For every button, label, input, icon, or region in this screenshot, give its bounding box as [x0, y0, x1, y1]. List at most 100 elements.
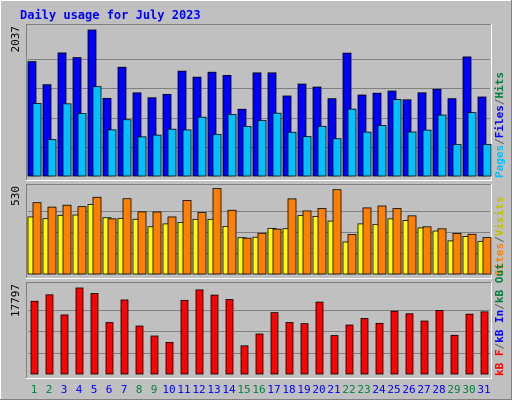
day-label-6: 6	[106, 383, 113, 396]
legend-part: /	[493, 236, 506, 243]
bar-sites-29	[452, 233, 462, 275]
bar-files-4	[77, 113, 87, 177]
legend-part: Sites	[493, 243, 506, 276]
bar-files-1	[32, 103, 42, 177]
legend-part: Pages	[493, 145, 506, 178]
bar-sites-7	[122, 198, 132, 275]
bar-kbytes-23	[360, 318, 369, 375]
bar-files-24	[377, 125, 387, 177]
bar-sites-10	[167, 216, 177, 275]
bar-sites-6	[107, 218, 117, 275]
scale-label-hits: 2037	[9, 26, 22, 53]
legend-part: /	[493, 138, 506, 145]
day-label-20: 20	[312, 383, 325, 396]
bar-sites-17	[272, 228, 282, 275]
bar-files-12	[197, 116, 207, 177]
day-label-2: 2	[46, 383, 53, 396]
bar-kbytes-14	[225, 299, 234, 375]
bar-sites-3	[62, 204, 72, 275]
x-axis-day-labels: 1 2 3 4 5 6 7 8 9 10 11 12 13 14 15 16 17 18 19 20 21 22 23 24 2…	[31, 383, 491, 396]
bar-files-22	[347, 108, 357, 177]
bar-sites-28	[437, 228, 447, 275]
bar-files-14	[227, 114, 237, 177]
day-label-16: 16	[252, 383, 265, 396]
bar-files-21	[332, 138, 342, 177]
bar-kbytes-29	[450, 334, 459, 375]
scale-label-visits: 530	[9, 186, 22, 206]
bar-kbytes-19	[300, 323, 309, 375]
bar-kbytes-26	[405, 313, 414, 375]
bar-kbytes-4	[75, 287, 84, 375]
bar-kbytes-5	[90, 293, 99, 375]
bar-files-7	[122, 119, 132, 177]
day-label-9: 9	[151, 383, 158, 396]
day-label-14: 14	[222, 383, 236, 396]
bar-hits-11	[177, 70, 187, 177]
bar-kbytes-11	[180, 299, 189, 375]
bar-kbytes-22	[345, 324, 354, 375]
legend-part: /	[493, 303, 506, 310]
bar-hits-31	[477, 96, 487, 177]
chart-panels: 2037 Pages/Files/Hits 530 Sites/Visits17797…	[9, 24, 506, 379]
bar-kbytes-20	[315, 301, 324, 375]
bar-kbytes-7	[120, 299, 129, 375]
day-label-22: 22	[342, 383, 355, 396]
bar-sites-26	[407, 215, 417, 275]
day-label-15: 15	[237, 383, 250, 396]
bar-sites-5	[92, 196, 102, 275]
bar-sites-9	[152, 211, 162, 275]
day-label-19: 19	[297, 383, 310, 396]
bar-files-26	[407, 131, 417, 177]
legend-visits: Sites/Visits	[493, 197, 506, 277]
day-label-3: 3	[61, 383, 68, 396]
day-label-4: 4	[76, 383, 83, 396]
bar-sites-24	[377, 205, 387, 275]
day-label-27: 27	[417, 383, 430, 396]
bar-files-16	[257, 120, 267, 177]
bar-files-9	[152, 134, 162, 177]
day-label-5: 5	[91, 383, 98, 396]
day-label-18: 18	[282, 383, 295, 396]
bar-kbytes-12	[195, 289, 204, 375]
bar-sites-22	[347, 234, 357, 275]
day-label-23: 23	[357, 383, 370, 396]
bar-sites-14	[227, 209, 237, 275]
bar-sites-27	[422, 226, 432, 275]
bar-files-8	[137, 136, 147, 177]
bar-files-6	[107, 129, 117, 177]
legend-hits: Pages/Files/Hits	[493, 72, 506, 178]
bar-files-31	[482, 144, 492, 177]
bar-sites-21	[332, 189, 342, 275]
bar-kbytes-28	[435, 310, 444, 375]
bar-kbytes-18	[285, 322, 294, 375]
bar-hits-19	[297, 83, 307, 177]
bar-files-25	[392, 99, 402, 177]
bar-kbytes-6	[105, 322, 114, 375]
bar-sites-4	[77, 206, 87, 275]
bar-sites-18	[287, 198, 297, 275]
bars-kbytes	[30, 287, 489, 375]
bar-hits-2	[42, 84, 52, 177]
day-label-8: 8	[136, 383, 143, 396]
day-label-11: 11	[177, 383, 190, 396]
bar-kbytes-16	[255, 333, 264, 375]
bars-visits	[27, 188, 492, 275]
bar-files-27	[422, 129, 432, 177]
bar-kbytes-31	[480, 311, 489, 375]
bar-files-5	[92, 86, 102, 177]
day-label-29: 29	[447, 383, 460, 396]
bar-files-23	[362, 131, 372, 177]
bar-kbytes-1	[30, 300, 39, 375]
bar-kbytes-21	[330, 335, 339, 375]
bar-kbytes-15	[240, 345, 249, 375]
day-label-12: 12	[192, 383, 205, 396]
day-label-24: 24	[372, 383, 386, 396]
bars-hits	[27, 29, 492, 177]
bar-files-11	[182, 129, 192, 177]
bar-kbytes-13	[210, 294, 219, 375]
day-label-7: 7	[121, 383, 128, 396]
bar-sites-2	[47, 206, 57, 275]
bar-kbytes-10	[165, 341, 174, 375]
